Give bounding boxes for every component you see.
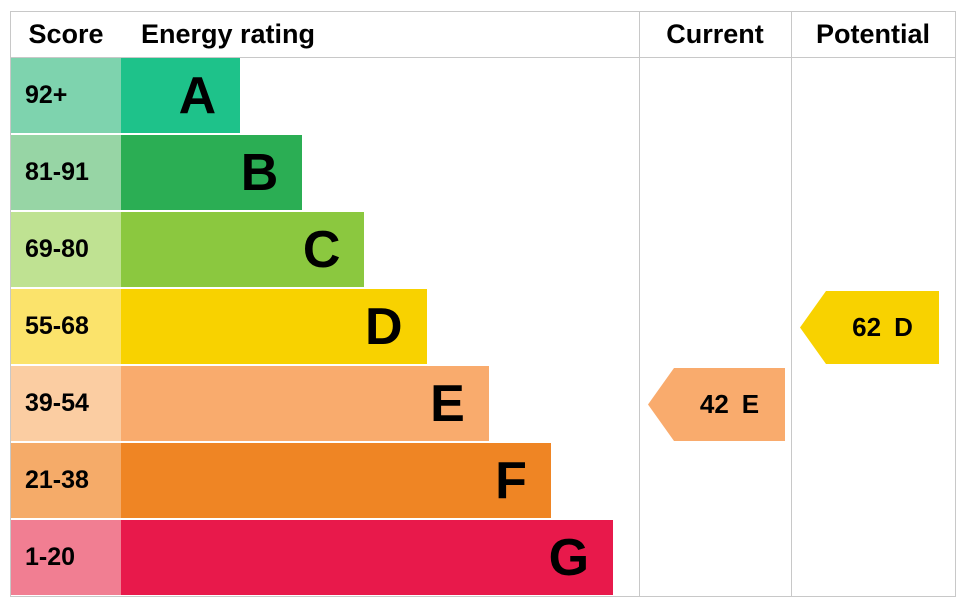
band-row-c: 69-80 C [11, 212, 955, 289]
band-row-e: 39-54 E [11, 366, 955, 443]
score-column-header: Score [28, 19, 104, 49]
rating-bar: F [121, 443, 551, 518]
rating-letter: A [178, 66, 217, 125]
rating-bar: B [121, 135, 303, 210]
band-row-f: 21-38 F [11, 443, 955, 520]
score-range-label: 39-54 [25, 389, 89, 417]
rating-letter: E [430, 374, 465, 433]
rating-bar-area: G [121, 520, 639, 595]
score-range-label: 69-80 [25, 235, 89, 263]
score-cell: 39-54 [11, 366, 121, 441]
potential-rating-letter: D [894, 312, 913, 342]
rating-bar-area: A [121, 58, 639, 133]
rating-bar-area: F [121, 443, 639, 518]
score-range-label: 92+ [25, 81, 68, 109]
current-arrow: 42 E [648, 368, 785, 441]
rating-letter: B [240, 143, 279, 202]
score-cell: 1-20 [11, 520, 121, 595]
rating-bar: A [121, 58, 241, 133]
rating-letter: C [302, 220, 341, 279]
band-row-b: 81-91 B [11, 135, 955, 212]
score-range-label: 81-91 [25, 158, 89, 186]
score-range-label: 21-38 [25, 466, 89, 494]
score-cell: 21-38 [11, 443, 121, 518]
rating-letter: D [365, 297, 403, 356]
band-row-d: 55-68 D [11, 289, 955, 366]
band-row-g: 1-20 G [11, 520, 955, 597]
score-range-label: 1-20 [25, 543, 76, 571]
rating-bar-area: B [121, 135, 639, 210]
potential-column-header: Potential [815, 19, 930, 49]
energy-rating-column-header: Energy rating [141, 19, 316, 49]
potential-score-value: 62 [852, 312, 882, 342]
rating-bar-area: D [121, 289, 639, 364]
rating-letter: G [548, 528, 590, 587]
score-range-label: 55-68 [25, 312, 89, 340]
current-column: 42 E [639, 58, 791, 597]
potential-arrow: 62 D [800, 291, 939, 364]
rating-bar: E [121, 366, 489, 441]
rating-letter: F [495, 451, 527, 510]
rating-bar: D [121, 289, 427, 364]
score-cell: 92+ [11, 58, 121, 133]
potential-column-divider [791, 12, 792, 596]
current-rating-letter: E [741, 389, 760, 419]
band-row-a: 92+ A [11, 58, 955, 135]
rating-bands: 92+ A 81-91 B 69-80 [11, 58, 955, 597]
score-cell: 69-80 [11, 212, 121, 287]
score-cell: 81-91 [11, 135, 121, 210]
rating-bar-area: C [121, 212, 639, 287]
rating-bar: G [121, 520, 614, 595]
current-column-divider [639, 12, 640, 596]
current-score-value: 42 [699, 389, 729, 419]
rating-bar: C [121, 212, 365, 287]
score-cell: 55-68 [11, 289, 121, 364]
potential-column: 62 D [791, 58, 955, 597]
current-column-header: Current [666, 19, 764, 49]
rating-bar-area: E [121, 366, 639, 441]
chart-header: Score Energy rating Current Potential [11, 12, 955, 58]
epc-rating-chart: Score Energy rating Current Potential 92… [10, 11, 956, 597]
